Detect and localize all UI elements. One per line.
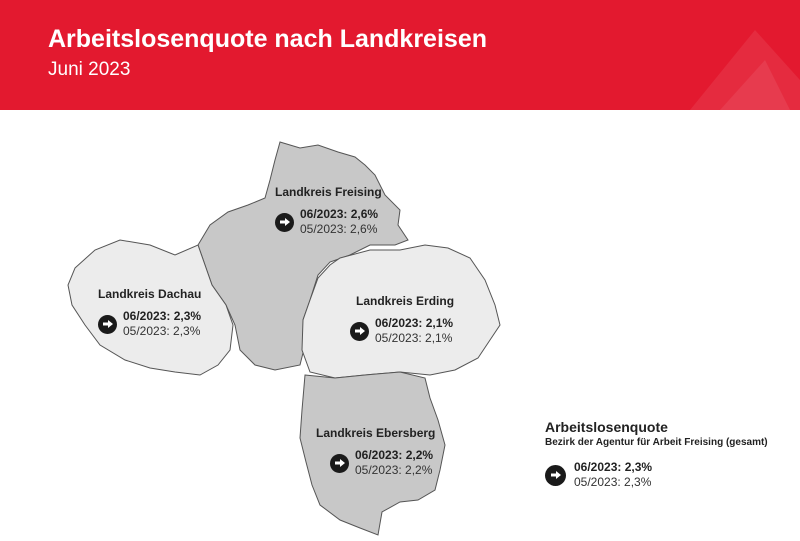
previous-rate: 05/2023: 2,3% xyxy=(574,475,652,489)
current-rate: 06/2023: 2,6% xyxy=(300,207,379,221)
arrow-right-icon xyxy=(98,314,117,334)
legend-title: Arbeitslosenquote xyxy=(545,419,668,435)
previous-rate: 05/2023: 2,1% xyxy=(375,331,453,345)
current-rate: 06/2023: 2,1% xyxy=(375,316,454,330)
district-name: Landkreis Erding xyxy=(356,294,455,308)
previous-rate: 05/2023: 2,3% xyxy=(123,324,201,338)
previous-rate: 05/2023: 2,6% xyxy=(300,222,378,236)
district-label-erding: Landkreis Erding 06/2023: 2,1% 05/2023: … xyxy=(350,294,455,346)
region-dachau[interactable] xyxy=(67,239,234,376)
arrow-right-icon xyxy=(330,453,349,473)
arrow-right-icon xyxy=(350,321,369,341)
district-label-dachau: Landkreis Dachau 06/2023: 2,3% 05/2023: … xyxy=(98,287,201,339)
district-name: Landkreis Freising xyxy=(275,185,382,199)
logo-triangle-icon xyxy=(690,30,800,110)
district-name: Landkreis Ebersberg xyxy=(316,426,436,440)
current-rate: 06/2023: 2,3% xyxy=(123,309,202,323)
arrow-right-icon xyxy=(275,212,294,232)
summary-legend: Arbeitslosenquote Bezirk der Agentur für… xyxy=(545,419,768,490)
page-subtitle: Juni 2023 xyxy=(48,59,131,80)
current-rate: 06/2023: 2,2% xyxy=(355,448,434,462)
district-label-ebersberg: Landkreis Ebersberg 06/2023: 2,2% 05/202… xyxy=(316,426,435,478)
legend-subtitle: Bezirk der Agentur für Arbeit Freising (… xyxy=(545,437,768,448)
current-rate: 06/2023: 2,3% xyxy=(574,460,653,474)
header-banner: Arbeitslosenquote nach Landkreisen Juni … xyxy=(0,0,800,110)
region-ebersberg[interactable] xyxy=(299,371,446,536)
district-name: Landkreis Dachau xyxy=(98,287,202,301)
previous-rate: 05/2023: 2,2% xyxy=(355,463,433,477)
district-label-freising: Landkreis Freising 06/2023: 2,6% 05/2023… xyxy=(275,185,382,237)
region-erding[interactable] xyxy=(301,244,501,379)
arrow-right-icon xyxy=(545,464,566,486)
page-title: Arbeitslosenquote nach Landkreisen xyxy=(48,25,487,53)
